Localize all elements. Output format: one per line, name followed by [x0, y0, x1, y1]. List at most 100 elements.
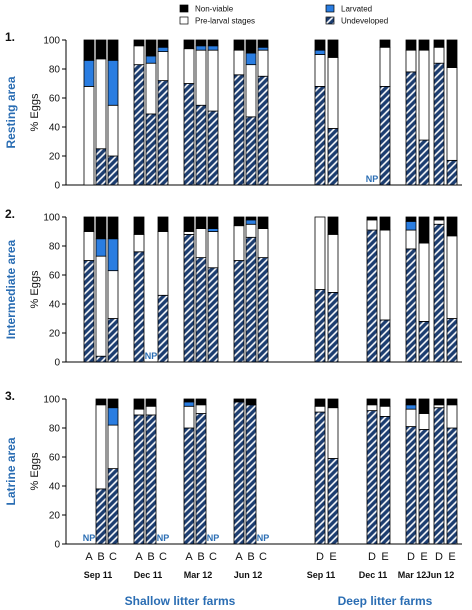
bar-segment-undeveloped: [233, 401, 245, 545]
bar-segment-non-viable: [418, 216, 430, 244]
bar-segment-undeveloped: [418, 320, 430, 363]
y-tick-label: 100: [43, 213, 60, 224]
bar-segment-undeveloped: [405, 248, 417, 363]
y-tick-label: 0: [54, 358, 60, 369]
bar-segment-pre-larval-stages: [83, 86, 95, 186]
bar-segment-undeveloped: [107, 468, 119, 545]
bar-segment-non-viable: [133, 39, 145, 47]
bar-segment-undeveloped: [245, 236, 257, 363]
bar-segment-pre-larval-stages: [405, 408, 417, 427]
y-tick-label: 40: [49, 123, 61, 134]
panel-area-title: Intermediate area: [4, 239, 18, 339]
bar-segment-pre-larval-stages: [195, 49, 207, 106]
bar-segment-undeveloped: [379, 86, 391, 186]
x-category-label: E: [420, 551, 427, 563]
bar-segment-pre-larval-stages: [366, 219, 378, 231]
bar-segment-non-viable: [379, 216, 391, 231]
bar-segment-pre-larval-stages: [157, 51, 169, 81]
y-tick-label: 20: [49, 329, 61, 340]
y-axis-label: % Eggs: [29, 93, 41, 131]
bar-segment-non-viable: [245, 216, 257, 221]
y-tick-label: 80: [49, 424, 61, 435]
bar-segment-non-viable: [183, 216, 195, 232]
bar-segment-undeveloped: [327, 291, 339, 363]
x-period-label: Mar 12: [398, 570, 427, 580]
bar-segment-pre-larval-stages: [405, 49, 417, 73]
bar-segment-pre-larval-stages: [95, 255, 107, 357]
bar-segment-undeveloped: [145, 414, 157, 545]
bar-segment-non-viable: [207, 216, 219, 229]
bar-segment-pre-larval-stages: [207, 231, 219, 269]
chart-panels: 1. Resting area % Eggs 0 20 40 60 80 100 NP 2. Inte…: [4, 30, 462, 551]
bar-segment-non-viable: [233, 39, 245, 51]
y-tick-label: 0: [54, 181, 60, 192]
x-period-label: Dec 11: [359, 570, 388, 580]
bar-segment-pre-larval-stages: [145, 62, 157, 115]
x-category-label: C: [109, 551, 117, 563]
bar-segment-pre-larval-stages: [107, 104, 119, 157]
x-category-label: E: [448, 551, 455, 563]
legend-swatch: [325, 16, 335, 25]
bar-segment-undeveloped: [327, 128, 339, 186]
bar-segment-non-viable: [405, 398, 417, 406]
x-period-label: Sep 11: [84, 570, 113, 580]
bar-segment-pre-larval-stages: [433, 219, 445, 225]
bar-segment-non-viable: [207, 39, 219, 47]
bar-segment-undeveloped: [446, 427, 458, 545]
bar-segment-undeveloped: [157, 294, 169, 363]
bar-segment-non-viable: [133, 216, 145, 235]
x-category-label: D: [407, 551, 415, 563]
bar-segment-undeveloped: [446, 318, 458, 363]
legend-swatch: [179, 16, 189, 25]
bar-segment-pre-larval-stages: [257, 49, 269, 77]
bar-segment-undeveloped: [245, 116, 257, 186]
bar-segment-undeveloped: [207, 267, 219, 363]
x-category-label: A: [185, 551, 193, 563]
bar-segment-undeveloped: [233, 74, 245, 186]
x-category-label: D: [368, 551, 376, 563]
bar-segment-pre-larval-stages: [107, 424, 119, 470]
bar-segment-undeveloped: [133, 64, 145, 186]
bar-segment-pre-larval-stages: [195, 228, 207, 259]
y-tick-label: 60: [49, 94, 61, 105]
not-provided-label: NP: [145, 351, 158, 361]
bar-segment-undeveloped: [233, 260, 245, 363]
y-tick-label: 60: [49, 271, 61, 282]
bar-segment-pre-larval-stages: [418, 413, 430, 430]
x-period-label: Jun 12: [234, 570, 263, 580]
bar-segment-pre-larval-stages: [418, 49, 430, 141]
bar-segment-undeveloped: [405, 71, 417, 186]
bar-segment-non-viable: [405, 39, 417, 51]
bar-segment-undeveloped: [183, 83, 195, 186]
bar-segment-non-viable: [446, 39, 458, 68]
x-category-label: C: [159, 551, 167, 563]
bar-segment-pre-larval-stages: [233, 225, 245, 261]
bar-segment-pre-larval-stages: [95, 58, 107, 150]
x-category-label: C: [259, 551, 267, 563]
bar-segment-larvated: [95, 238, 107, 257]
bar-segment-larvated: [405, 404, 417, 410]
bar-segment-pre-larval-stages: [83, 231, 95, 261]
y-tick-label: 100: [43, 36, 60, 47]
legend-label: Undeveloped: [341, 17, 388, 26]
bar-segment-larvated: [405, 220, 417, 231]
not-provided-label: NP: [366, 174, 379, 184]
x-period-label: Dec 11: [134, 570, 163, 580]
panel-area-title: Latrine area: [4, 437, 18, 505]
bar-segment-undeveloped: [195, 257, 207, 363]
bar-segment-undeveloped: [95, 355, 107, 363]
bar-segment-non-viable: [95, 398, 107, 406]
bar-segment-non-viable: [133, 398, 145, 410]
bar-segment-undeveloped: [207, 110, 219, 186]
y-tick-label: 20: [49, 152, 61, 163]
bar-segment-undeveloped: [418, 429, 430, 545]
not-provided-label: NP: [207, 533, 220, 543]
bar-segment-undeveloped: [133, 414, 145, 545]
bar-segment-pre-larval-stages: [418, 242, 430, 322]
x-category-label: B: [247, 551, 254, 563]
bar-segment-larvated: [83, 59, 95, 87]
bar-segment-non-viable: [257, 216, 269, 229]
bar-segment-pre-larval-stages: [133, 45, 145, 66]
bar-segment-non-viable: [83, 216, 95, 232]
